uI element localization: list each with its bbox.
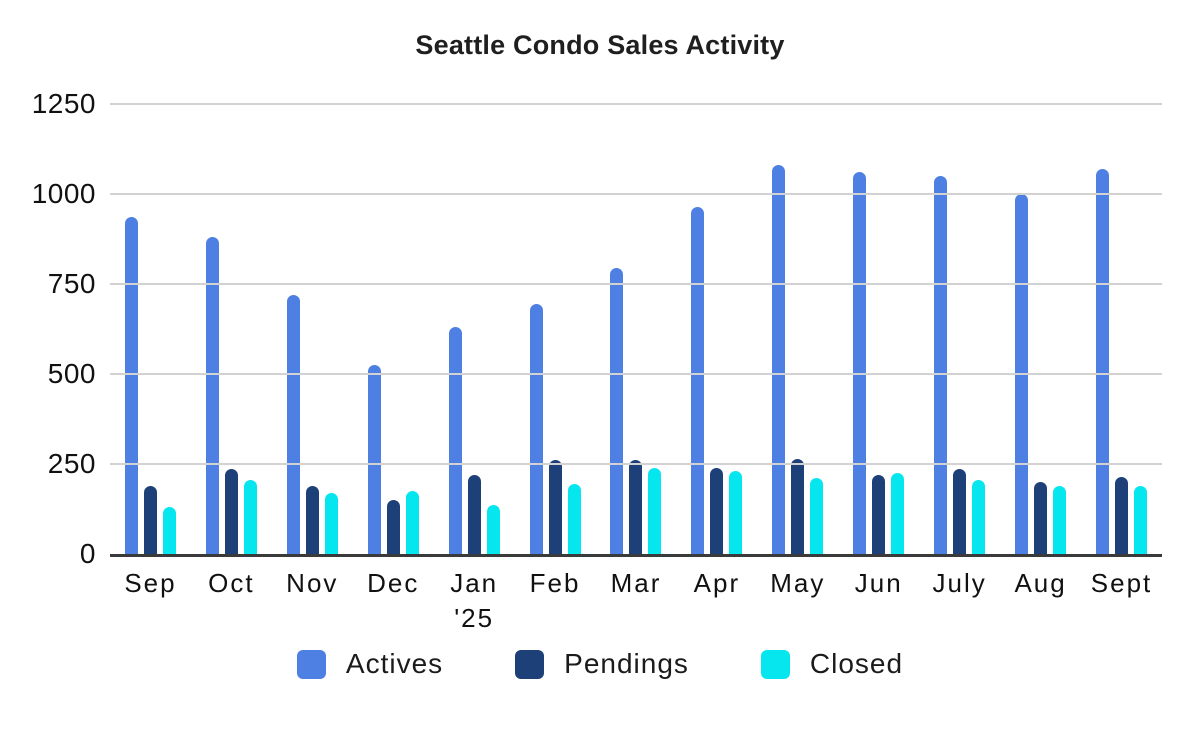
bar-group	[434, 104, 515, 554]
x-tick-label: Feb	[529, 568, 581, 598]
bar-pendings	[710, 467, 724, 554]
x-tick-label: May	[770, 568, 826, 598]
x-tick-label: Jan '25	[450, 568, 499, 634]
legend-item-closed: Closed	[760, 648, 904, 680]
bar-closed	[567, 483, 581, 554]
bar-closed	[486, 505, 500, 554]
legend-swatch-actives	[296, 649, 326, 679]
bar-group	[191, 104, 272, 554]
bar-actives	[610, 267, 624, 554]
legend-swatch-closed	[760, 649, 790, 679]
y-tick-label: 0	[79, 538, 96, 569]
bar-pendings	[629, 460, 643, 554]
y-tick-label: 750	[47, 268, 96, 299]
x-tick-label: Sept	[1090, 568, 1153, 598]
legend-label: Actives	[345, 648, 444, 679]
legend-label: Closed	[809, 648, 904, 679]
bar-actives	[367, 365, 381, 554]
bar-group	[676, 104, 757, 554]
gridline	[110, 103, 1162, 105]
y-tick-label: 1250	[31, 88, 96, 119]
bar-pendings	[305, 485, 319, 554]
bar-pendings	[1115, 476, 1129, 554]
bar-closed	[1053, 485, 1067, 554]
bar-closed	[729, 471, 743, 554]
x-tick-label: Oct	[208, 568, 255, 598]
x-tick-label: Dec	[367, 568, 420, 598]
bar-group	[838, 104, 919, 554]
gridline	[110, 283, 1162, 285]
bar-pendings	[143, 485, 157, 554]
x-tick-label: Mar	[610, 568, 662, 598]
chart-title: Seattle Condo Sales Activity	[415, 30, 785, 60]
bar-actives	[205, 237, 219, 554]
bar-group	[596, 104, 677, 554]
bar-closed	[405, 491, 419, 554]
bar-pendings	[467, 474, 481, 554]
x-tick-label: Sep	[124, 568, 177, 598]
bar-group	[353, 104, 434, 554]
plot-area	[110, 103, 1162, 557]
bar-actives	[529, 303, 543, 554]
bar-actives	[1096, 168, 1110, 554]
bar-closed	[243, 480, 257, 554]
bar-group	[1000, 104, 1081, 554]
bar-group	[1081, 104, 1162, 554]
bar-actives	[691, 206, 705, 554]
x-tick-label: Apr	[693, 568, 741, 598]
bar-closed	[162, 507, 176, 554]
bar-closed	[891, 473, 905, 554]
y-tick-label: 250	[47, 448, 96, 479]
legend-item-pendings: Pendings	[515, 648, 689, 680]
x-tick-label: Jun	[854, 568, 903, 598]
legend-swatch-pendings	[515, 649, 545, 679]
bar-pendings	[953, 469, 967, 554]
legend-label: Pendings	[564, 648, 689, 679]
y-tick-label: 500	[47, 358, 96, 389]
bar-actives	[124, 217, 138, 554]
bar-pendings	[548, 460, 562, 554]
bar-closed	[810, 478, 824, 554]
y-tick-label: 1000	[31, 178, 96, 209]
bar-closed	[324, 492, 338, 554]
bar-actives	[448, 327, 462, 554]
bar-group	[919, 104, 1000, 554]
bar-closed	[1134, 485, 1148, 554]
legend-item-actives: Actives	[296, 648, 444, 680]
bar-closed	[972, 480, 986, 554]
bar-pendings	[872, 474, 886, 554]
bar-actives	[286, 294, 300, 554]
bar-pendings	[386, 500, 400, 554]
bar-group	[110, 104, 191, 554]
bar-group	[515, 104, 596, 554]
x-tick-label: Aug	[1014, 568, 1067, 598]
bar-actives	[934, 176, 948, 554]
gridline	[110, 373, 1162, 375]
bar-pendings	[1034, 482, 1048, 554]
bar-group	[757, 104, 838, 554]
gridline	[110, 463, 1162, 465]
x-tick-label: July	[932, 568, 987, 598]
x-axis-labels: Sep Oct Nov Dec Jan '25 Feb Mar Apr May Jun July Au…	[110, 566, 1162, 636]
gridline	[110, 193, 1162, 195]
bar-group	[272, 104, 353, 554]
y-axis-labels: 0 250 500 750 1000 1250	[0, 90, 96, 568]
x-tick-label: Nov	[286, 568, 339, 598]
bar-groups	[110, 104, 1162, 554]
bar-pendings	[224, 469, 238, 554]
bar-actives	[853, 172, 867, 554]
bar-pendings	[791, 458, 805, 554]
legend: Actives Pendings Closed	[0, 648, 1200, 680]
bar-closed	[648, 467, 662, 554]
bar-actives	[772, 165, 786, 554]
